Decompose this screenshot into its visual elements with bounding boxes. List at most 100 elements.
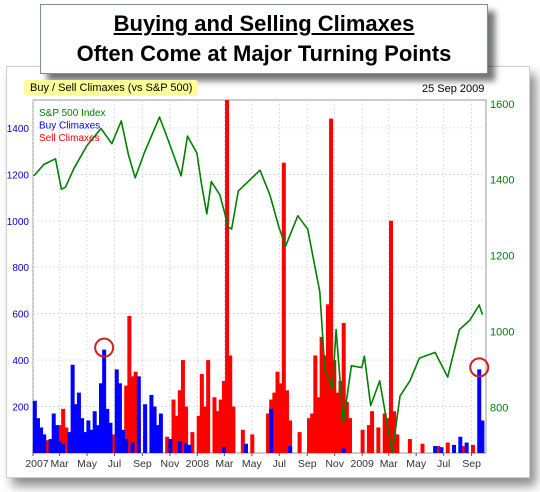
sell-climax-bar (174, 415, 179, 453)
sell-climax-bar (385, 418, 390, 453)
sell-climax-bar (420, 443, 425, 453)
sell-climax-bar (199, 374, 204, 453)
buy-climax-bar (341, 448, 346, 453)
right-axis-tick-label: 1600 (490, 99, 514, 111)
sell-climax-bar (319, 336, 324, 453)
x-tick-label: Sep (133, 458, 152, 470)
sell-climax-bar (58, 425, 63, 453)
sell-climax-bar (461, 446, 466, 453)
buy-climax-bar (83, 432, 88, 453)
sell-climax-bar (297, 432, 302, 453)
x-tick-label: May (406, 458, 427, 470)
x-tick-label: Mar (51, 458, 70, 470)
sell-climax-bar (111, 434, 116, 453)
sell-climax-bar (281, 162, 286, 453)
sell-climax-bar (212, 397, 217, 453)
sell-climax-bar (284, 390, 289, 453)
sell-climax-bar (348, 418, 353, 453)
x-tick-label: Nov (161, 458, 180, 470)
sell-climax-bar (436, 446, 441, 453)
x-tick-label: Nov (325, 458, 344, 470)
plot-area (32, 99, 487, 454)
buy-climax-bar (95, 425, 100, 453)
sell-climax-bar (228, 355, 233, 453)
sell-climax-bar (45, 440, 50, 453)
sell-climax-bar (313, 355, 318, 453)
buy-climax-bar (114, 369, 119, 453)
legend-entry: Sell Climaxes (39, 133, 100, 144)
sell-climax-bar (360, 429, 365, 453)
sell-climax-bar (215, 411, 220, 453)
sell-climax-bar (190, 432, 195, 453)
buy-climax-bar (149, 394, 154, 453)
sell-climax-bar (329, 118, 334, 453)
sell-climax-bar (392, 411, 397, 453)
sell-climax-bar (127, 315, 132, 453)
buy-climax-bar (433, 446, 438, 453)
buy-climax-bar (70, 364, 75, 453)
sell-climax-bar (344, 401, 349, 453)
buy-climax-bar (102, 349, 107, 453)
buy-climax-bar (458, 436, 463, 453)
sell-climax-bar (407, 439, 412, 453)
sell-climax-bar (388, 220, 393, 453)
right-axis-tick-label: 1200 (490, 251, 514, 263)
x-tick-label: May (242, 458, 263, 470)
sell-climax-bar (332, 360, 337, 453)
x-tick-label: Mar (380, 458, 399, 470)
x-tick-label: Jul (437, 458, 450, 470)
left-axis-tick-label: 800 (12, 263, 29, 274)
chart-date: 25 Sep 2009 (422, 83, 485, 95)
left-axis-tick-label: 1200 (7, 170, 30, 181)
x-tick-label: Sep (298, 458, 317, 470)
legend-entry: S&P 500 Index (39, 108, 106, 119)
sell-climax-bar (171, 399, 176, 453)
buy-climax-bar (117, 383, 122, 453)
buy-climax-bar (67, 432, 72, 453)
x-tick-label: 2009 (350, 458, 374, 470)
sell-climax-bar (335, 392, 340, 453)
buy-climax-bar (243, 443, 248, 453)
buy-climax-bar (32, 400, 37, 453)
x-tick-label: 2007 (25, 458, 49, 470)
sell-climax-bar (338, 381, 343, 453)
sell-climax-bar (177, 390, 182, 453)
buy-climax-bar (98, 383, 103, 453)
buy-climax-bar (48, 439, 53, 453)
buy-climax-bar (184, 443, 189, 453)
left-axis-tick-label: 1000 (7, 217, 30, 228)
sell-climax-bar (206, 360, 211, 453)
buy-climax-bar (221, 447, 226, 453)
sell-climax-bar (278, 383, 283, 453)
sell-climax-bar (203, 406, 208, 453)
right-axis-tick-label: 1400 (490, 175, 514, 187)
buy-climax-bar (105, 408, 110, 453)
buy-climax-bar (187, 444, 192, 453)
chart-subtitle: Buy / Sell Climaxes (vs S&P 500) (24, 80, 199, 96)
sell-climax-bar (310, 413, 315, 453)
sell-climax-bar (272, 392, 277, 453)
buy-climax-bar (58, 441, 63, 453)
buy-climax-bar (480, 420, 485, 453)
buy-climax-bar (73, 404, 78, 453)
x-tick-label: 2008 (186, 458, 210, 470)
highlight-circle (469, 357, 490, 378)
sell-climax-bar (225, 100, 230, 453)
buy-climax-bar (108, 422, 113, 453)
buy-climax-bar (92, 411, 97, 453)
sell-climax-bar (382, 413, 387, 453)
sell-climax-bar (184, 406, 189, 453)
buy-climax-bar (477, 369, 482, 453)
sell-climax-bar (288, 420, 293, 453)
x-tick-label: Jul (108, 458, 121, 470)
sell-climax-bar (240, 429, 245, 453)
right-axis-tick-label: 800 (490, 402, 508, 414)
sell-climax-bar (266, 413, 271, 453)
sell-climax-bar (307, 418, 312, 453)
sell-climax-bar (196, 415, 201, 453)
chart-title-line-2: Often Come at Major Turning Points (76, 41, 452, 66)
sell-climax-bar (341, 322, 346, 453)
x-tick-label: May (77, 458, 98, 470)
sell-climax-bar (61, 408, 66, 453)
sell-climax-bar (470, 444, 475, 453)
